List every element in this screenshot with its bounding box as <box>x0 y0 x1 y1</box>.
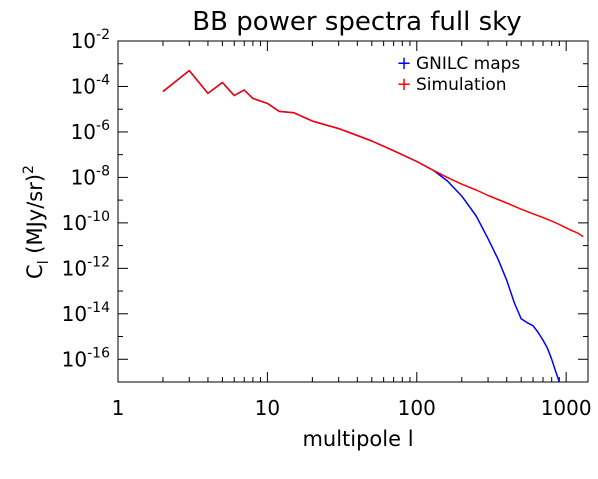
y-tick-label: 10-8 <box>71 163 110 189</box>
x-tick-label: 100 <box>398 396 436 420</box>
chart-title: BB power spectra full sky <box>192 7 521 37</box>
x-axis-label: multipole l <box>302 427 413 451</box>
legend-label: GNILC maps <box>416 54 520 74</box>
x-tick-label: 10 <box>255 396 280 420</box>
series-line-simulation <box>162 69 584 238</box>
legend-marker: + <box>396 74 411 95</box>
legend: + GNILC maps+ Simulation <box>396 53 520 95</box>
plot-frame <box>117 40 589 383</box>
y-tick-label: 10-2 <box>71 27 110 53</box>
svg-text:Cl (MJy/sr)2: Cl (MJy/sr)2 <box>21 165 52 279</box>
series-layer <box>162 69 584 383</box>
legend-marker: + <box>396 53 411 74</box>
y-axis-label-c: C <box>23 264 47 279</box>
y-tick-label: 10-16 <box>62 345 110 371</box>
x-tick-label: 1 <box>112 396 125 420</box>
y-tick-label: 10-10 <box>62 209 110 235</box>
y-axis-label-subscript: l <box>36 260 52 264</box>
y-tick-label: 10-12 <box>62 254 110 280</box>
y-tick-label: 10-14 <box>62 300 110 326</box>
legend-label: Simulation <box>416 75 507 95</box>
y-axis-ticks: 10-2 10-4 10-6 10-8 10-10 10-12 10-14 10-16 <box>62 27 588 383</box>
y-axis-label-superscript: 2 <box>21 165 37 174</box>
y-tick-label: 10-4 <box>71 72 111 98</box>
y-axis-label: Cl (MJy/sr)2 <box>21 165 52 279</box>
plot-area: 1 10 100 1000 10-210-410-610-810-1010-1210-… <box>62 27 592 420</box>
x-axis-ticks: 1 10 100 1000 <box>112 41 592 420</box>
y-axis-label-units: (MJy/sr) <box>23 174 47 260</box>
x-tick-label: 1000 <box>541 396 592 420</box>
y-tick-label: 10-6 <box>71 118 111 144</box>
